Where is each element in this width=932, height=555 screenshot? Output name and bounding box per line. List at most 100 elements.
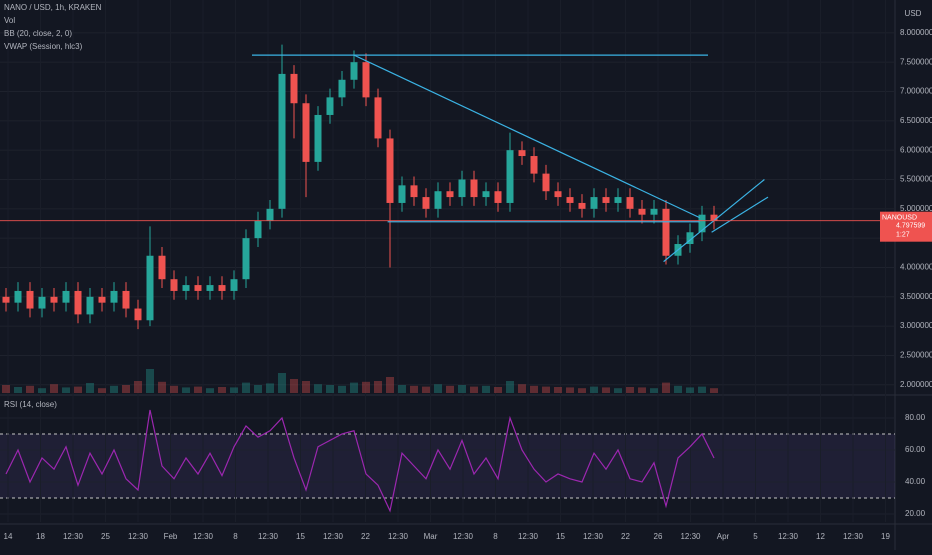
- volume-bar: [62, 387, 70, 393]
- candle-body: [446, 191, 454, 198]
- rsi-tick-label: 40.00: [905, 477, 926, 486]
- candle-body: [698, 214, 706, 233]
- candle-body: [566, 197, 574, 203]
- volume-bar: [182, 387, 190, 393]
- last-symbol: NANOUSD: [882, 215, 917, 222]
- volume-bar: [2, 385, 10, 393]
- candle-body: [2, 296, 10, 303]
- candle-body: [398, 185, 406, 203]
- volume-bar: [686, 387, 694, 393]
- candle-body: [506, 150, 514, 203]
- rsi-tick-label: 20.00: [905, 509, 926, 518]
- volume-bar: [626, 387, 634, 393]
- volume-bar: [578, 388, 586, 393]
- volume-bar: [710, 388, 718, 393]
- volume-bar: [542, 386, 550, 393]
- x-tick-label: 12:30: [680, 532, 701, 541]
- y-tick-label: 3.500000: [900, 292, 932, 301]
- volume-bar: [638, 387, 646, 393]
- x-tick-label: 12:30: [518, 532, 539, 541]
- volume-bar: [338, 385, 346, 393]
- x-tick-label: 18: [36, 532, 45, 541]
- y-tick-label: 5.000000: [900, 204, 932, 213]
- candle-body: [662, 208, 670, 256]
- volume-bar: [278, 373, 286, 393]
- candle-body: [86, 296, 94, 315]
- rsi-tick-label: 60.00: [905, 445, 926, 454]
- y-tick-label: 3.000000: [900, 321, 932, 330]
- candle-body: [134, 308, 142, 321]
- rsi-title: RSI (14, close): [4, 400, 57, 409]
- y-tick-label: 6.500000: [900, 116, 932, 125]
- candle-body: [278, 73, 286, 209]
- volume-bar: [614, 388, 622, 393]
- candle-body: [326, 97, 334, 115]
- candle-body: [314, 114, 322, 162]
- candle-body: [518, 150, 526, 157]
- candle-body: [410, 185, 418, 198]
- candle-body: [26, 290, 34, 309]
- candle-body: [434, 191, 442, 209]
- candle-body: [230, 279, 238, 291]
- candle-body: [686, 232, 694, 245]
- x-tick-label: Feb: [164, 532, 178, 541]
- candle-body: [350, 62, 358, 80]
- y-tick-label: 7.500000: [900, 57, 932, 66]
- x-tick-label: 12:30: [778, 532, 799, 541]
- indicator-label: VWAP (Session, hlc3): [4, 42, 83, 51]
- x-tick-label: 25: [101, 532, 110, 541]
- volume-bar: [242, 382, 250, 393]
- volume-bar: [194, 386, 202, 393]
- candle-body: [338, 79, 346, 98]
- candle-body: [362, 62, 370, 98]
- candle-body: [470, 179, 478, 198]
- candle-body: [218, 285, 226, 291]
- volume-bar: [254, 385, 262, 393]
- x-tick-label: Apr: [717, 532, 730, 541]
- x-tick-label: 12:30: [323, 532, 344, 541]
- candle-body: [50, 296, 58, 303]
- candle-body: [578, 202, 586, 209]
- candle-body: [650, 208, 658, 215]
- countdown: 1:27: [896, 232, 910, 239]
- x-tick-label: 8: [493, 532, 498, 541]
- x-tick-label: 12:30: [128, 532, 149, 541]
- plot: [0, 32, 895, 515]
- y-tick-label: 7.000000: [900, 87, 932, 96]
- volume-bar: [146, 369, 154, 393]
- x-tick-label: 5: [753, 532, 758, 541]
- volume-bar: [386, 377, 394, 393]
- volume-bar: [74, 386, 82, 393]
- candle-body: [554, 191, 562, 198]
- volume-bar: [326, 385, 334, 393]
- volume-bar: [302, 381, 310, 393]
- x-tick-label: 19: [881, 532, 890, 541]
- volume-bar: [398, 385, 406, 393]
- y-tick-label: 4.000000: [900, 263, 932, 272]
- candle-body: [710, 214, 718, 221]
- candle-body: [98, 296, 106, 303]
- candle-body: [602, 197, 610, 203]
- candle-body: [14, 290, 22, 303]
- candle-body: [374, 97, 382, 139]
- candle-body: [482, 191, 490, 198]
- y-tick-label: 2.000000: [900, 380, 932, 389]
- candle-body: [542, 173, 550, 192]
- x-tick-label: 26: [654, 532, 663, 541]
- candle-body: [254, 220, 262, 239]
- y-tick-label: 8.000000: [900, 28, 932, 37]
- x-tick-label: 8: [233, 532, 238, 541]
- volume-bar: [110, 385, 118, 393]
- x-tick-label: 12:30: [258, 532, 279, 541]
- volume-bar: [290, 379, 298, 393]
- volume-bar: [350, 382, 358, 393]
- volume-bar: [650, 388, 658, 393]
- rsi-line: [5, 409, 715, 513]
- volume-bar: [698, 386, 706, 393]
- candle-body: [38, 296, 46, 309]
- x-tick-label: 12:30: [843, 532, 864, 541]
- volume-bar: [470, 386, 478, 393]
- volume-bar: [266, 383, 274, 393]
- volume-bar: [566, 387, 574, 393]
- x-tick-label: Mar: [424, 532, 438, 541]
